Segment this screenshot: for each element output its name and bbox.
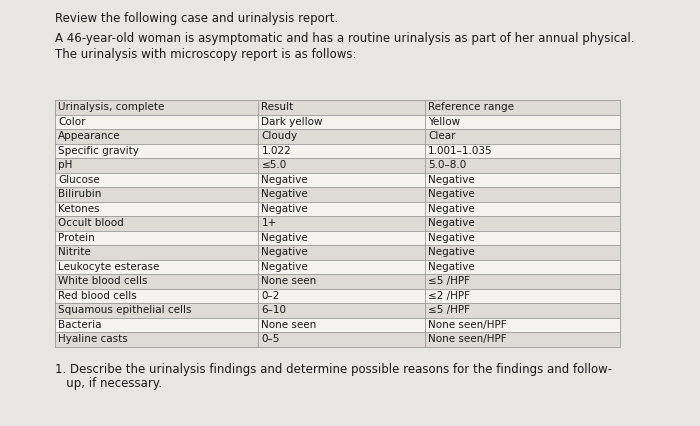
Bar: [55, 274, 620, 288]
Text: 0–5: 0–5: [261, 334, 280, 344]
Text: 6–10: 6–10: [261, 305, 286, 315]
Text: White blood cells: White blood cells: [58, 276, 148, 286]
Text: Bilirubin: Bilirubin: [58, 189, 102, 199]
Bar: [55, 216, 620, 230]
Text: A 46-year-old woman is asymptomatic and has a routine urinalysis as part of her : A 46-year-old woman is asymptomatic and …: [55, 32, 634, 45]
Text: Color: Color: [58, 117, 85, 127]
Text: Negative: Negative: [428, 247, 475, 257]
Text: Hyaline casts: Hyaline casts: [58, 334, 127, 344]
Bar: [55, 230, 620, 245]
Text: Squamous epithelial cells: Squamous epithelial cells: [58, 305, 192, 315]
Bar: [55, 317, 620, 332]
Bar: [55, 303, 620, 317]
Text: ≤5 /HPF: ≤5 /HPF: [428, 276, 470, 286]
Text: Specific gravity: Specific gravity: [58, 146, 139, 156]
Text: Clear: Clear: [428, 131, 456, 141]
Text: Nitrite: Nitrite: [58, 247, 91, 257]
Text: up, if necessary.: up, if necessary.: [55, 377, 162, 389]
Bar: [55, 173, 620, 187]
Text: None seen/HPF: None seen/HPF: [428, 320, 507, 330]
Text: Negative: Negative: [428, 175, 475, 185]
Text: Reference range: Reference range: [428, 102, 514, 112]
Text: Negative: Negative: [428, 233, 475, 243]
Text: 1.022: 1.022: [261, 146, 291, 156]
Text: Negative: Negative: [428, 189, 475, 199]
Text: Glucose: Glucose: [58, 175, 99, 185]
Text: None seen/HPF: None seen/HPF: [428, 334, 507, 344]
Bar: [55, 100, 620, 115]
Text: Red blood cells: Red blood cells: [58, 291, 136, 301]
Text: Negative: Negative: [261, 233, 308, 243]
Text: Negative: Negative: [261, 204, 308, 214]
Text: ≤5 /HPF: ≤5 /HPF: [428, 305, 470, 315]
Text: Negative: Negative: [428, 218, 475, 228]
Text: The urinalysis with microscopy report is as follows:: The urinalysis with microscopy report is…: [55, 48, 356, 61]
Text: Result: Result: [261, 102, 294, 112]
Text: Negative: Negative: [428, 204, 475, 214]
Text: pH: pH: [58, 160, 72, 170]
Text: 1. Describe the urinalysis findings and determine possible reasons for the findi: 1. Describe the urinalysis findings and …: [55, 363, 612, 375]
Text: Bacteria: Bacteria: [58, 320, 102, 330]
Bar: [55, 259, 620, 274]
Text: None seen: None seen: [261, 276, 316, 286]
Text: Leukocyte esterase: Leukocyte esterase: [58, 262, 160, 272]
Text: Appearance: Appearance: [58, 131, 120, 141]
Bar: [55, 332, 620, 346]
Text: Negative: Negative: [261, 247, 308, 257]
Bar: [55, 245, 620, 259]
Text: Dark yellow: Dark yellow: [261, 117, 323, 127]
Text: Negative: Negative: [261, 262, 308, 272]
Text: 5.0–8.0: 5.0–8.0: [428, 160, 466, 170]
Text: Negative: Negative: [261, 189, 308, 199]
Bar: [55, 201, 620, 216]
Bar: [55, 144, 620, 158]
Text: Cloudy: Cloudy: [261, 131, 298, 141]
Text: 1.001–1.035: 1.001–1.035: [428, 146, 493, 156]
Text: ≤5.0: ≤5.0: [261, 160, 287, 170]
Bar: [55, 115, 620, 129]
Text: Negative: Negative: [428, 262, 475, 272]
Bar: [55, 129, 620, 144]
Text: Review the following case and urinalysis report.: Review the following case and urinalysis…: [55, 12, 338, 25]
Bar: [55, 158, 620, 173]
Bar: [55, 100, 620, 346]
Text: None seen: None seen: [261, 320, 316, 330]
Text: ≤2 /HPF: ≤2 /HPF: [428, 291, 470, 301]
Text: 0–2: 0–2: [261, 291, 280, 301]
Bar: [55, 187, 620, 201]
Text: Ketones: Ketones: [58, 204, 99, 214]
Bar: [55, 288, 620, 303]
Text: Negative: Negative: [261, 175, 308, 185]
Text: Occult blood: Occult blood: [58, 218, 124, 228]
Text: 1+: 1+: [261, 218, 277, 228]
Text: Urinalysis, complete: Urinalysis, complete: [58, 102, 164, 112]
Text: Yellow: Yellow: [428, 117, 460, 127]
Text: Protein: Protein: [58, 233, 94, 243]
